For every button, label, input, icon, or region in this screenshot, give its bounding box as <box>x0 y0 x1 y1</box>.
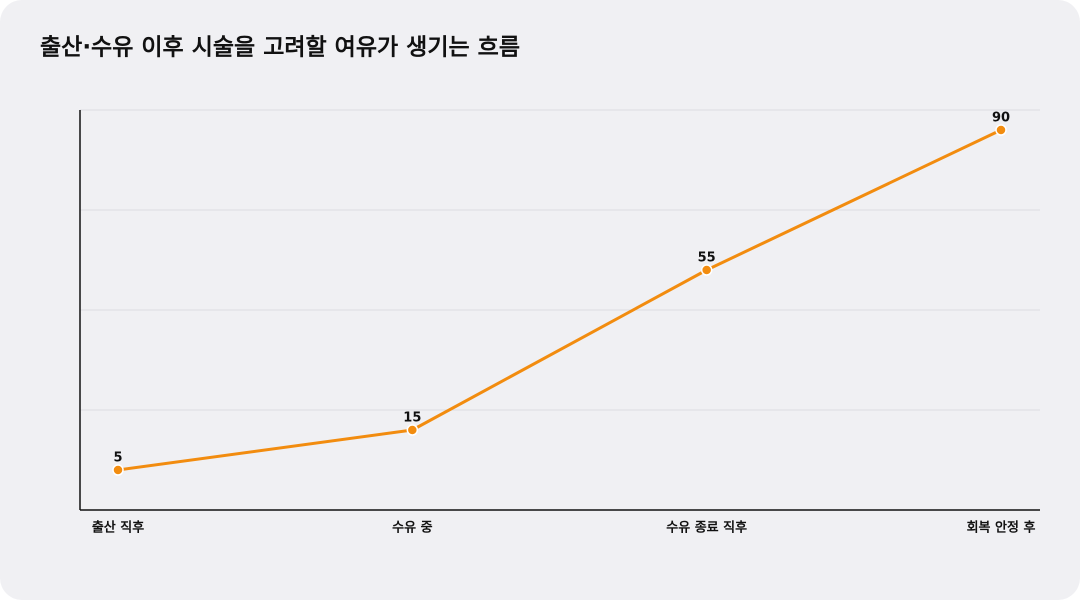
x-tick-label: 수유 중 <box>392 521 432 536</box>
x-tick-label: 출산 직후 <box>92 520 144 536</box>
point <box>112 464 124 476</box>
point <box>995 124 1007 136</box>
data-label: 90 <box>992 111 1010 126</box>
data-label: 15 <box>403 411 421 426</box>
data-label: 55 <box>698 251 716 266</box>
chart-title: 출산·수유 이후 시술을 고려할 여유가 생기는 흐름 <box>40 35 520 61</box>
data-label: 5 <box>113 451 122 466</box>
x-tick-label: 수유 종료 직후 <box>666 520 747 536</box>
point <box>406 424 419 436</box>
x-tick-label: 회복 안정 후 <box>967 520 1036 536</box>
point <box>700 264 713 276</box>
line <box>117 128 1002 472</box>
